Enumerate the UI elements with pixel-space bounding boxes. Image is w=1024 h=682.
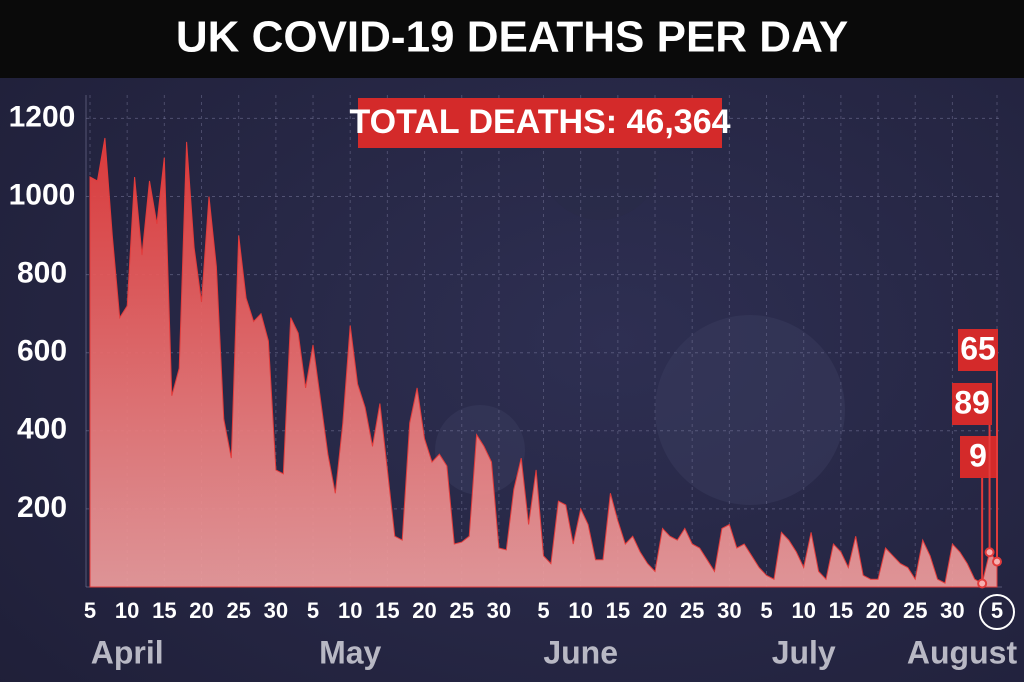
total-box xyxy=(358,98,722,148)
data-label: 89 xyxy=(954,384,990,420)
x-tick-label: 30 xyxy=(487,598,511,623)
callout-box xyxy=(958,329,998,371)
x-tick-label: 15 xyxy=(152,598,176,623)
x-tick-label: 30 xyxy=(264,598,288,623)
x-tick-label: 10 xyxy=(115,598,139,623)
x-tick-label: 25 xyxy=(226,598,250,623)
point xyxy=(977,578,988,589)
x-tick-label: 30 xyxy=(940,598,964,623)
x-tick-label: 15 xyxy=(375,598,399,623)
total-annotation: TOTAL DEATHS: 46,364 xyxy=(349,103,730,141)
x-tick-label: 10 xyxy=(791,598,815,623)
month-label: July xyxy=(772,634,836,670)
month-label: April xyxy=(91,634,164,670)
x-tick-label: 10 xyxy=(568,598,592,623)
title-bar xyxy=(0,0,1024,78)
y-tick-label: 800 xyxy=(17,257,67,290)
y-tick-label: 400 xyxy=(17,413,67,446)
x-tick-label: 25 xyxy=(680,598,704,623)
month-label: August xyxy=(907,634,1018,670)
x-tick-label: 15 xyxy=(829,598,853,623)
x-tick-label: 20 xyxy=(412,598,436,623)
data-label: 65 xyxy=(960,330,996,366)
x-tick-label: 30 xyxy=(717,598,741,623)
highlight-ring xyxy=(979,594,1015,630)
x-tick-label: 15 xyxy=(606,598,630,623)
x-tick-label: 20 xyxy=(189,598,213,623)
y-tick-label: 1000 xyxy=(9,178,76,211)
point xyxy=(992,556,1002,567)
point xyxy=(984,547,995,558)
x-tick-label: 5 xyxy=(307,598,319,623)
x-tick-label: 5 xyxy=(537,598,549,623)
callout-box xyxy=(952,383,992,425)
x-tick-label: 10 xyxy=(338,598,362,623)
data-label: 9 xyxy=(969,437,987,473)
x-tick-label: 5 xyxy=(991,598,1003,623)
x-tick-label: 25 xyxy=(903,598,927,623)
area xyxy=(89,137,998,588)
month-label: May xyxy=(319,634,381,670)
x-tick-label: 5 xyxy=(84,598,96,623)
x-tick-label: 25 xyxy=(449,598,473,623)
month-label: June xyxy=(543,634,618,670)
x-tick-label: 20 xyxy=(643,598,667,623)
y-tick-label: 200 xyxy=(17,491,67,524)
x-tick-label: 20 xyxy=(866,598,890,623)
y-tick-label: 1200 xyxy=(9,100,76,133)
x-tick-label: 5 xyxy=(760,598,772,623)
y-tick-label: 600 xyxy=(17,335,67,368)
chart-title: UK COVID-19 DEATHS PER DAY xyxy=(176,13,848,62)
virus-decoration xyxy=(655,315,845,505)
